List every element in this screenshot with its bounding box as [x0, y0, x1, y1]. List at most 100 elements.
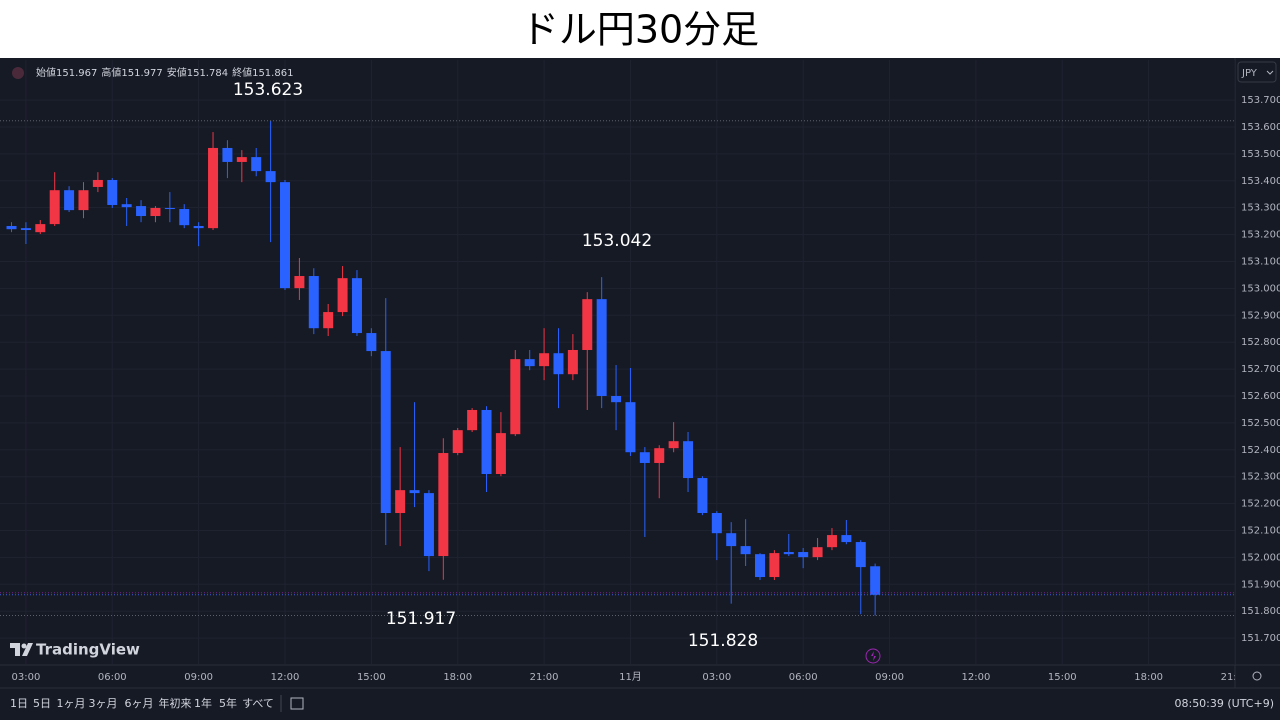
y-tick-label: 152.000	[1241, 552, 1280, 563]
currency-select[interactable]	[1237, 61, 1277, 83]
price-annotation: 153.623	[233, 80, 303, 100]
candle-body	[193, 225, 204, 229]
candle-body	[20, 228, 31, 231]
range-button[interactable]: 5日	[33, 697, 51, 710]
candle-body	[467, 409, 478, 431]
ohlc-value: 151.784	[187, 68, 228, 79]
candle-body	[683, 441, 694, 479]
candle-body	[625, 402, 636, 453]
candle-body	[92, 179, 103, 187]
x-tick-label: 18:00	[443, 672, 472, 683]
candle-body	[870, 566, 881, 595]
candle-body	[222, 147, 233, 162]
range-button[interactable]: 1年	[194, 696, 212, 710]
range-button[interactable]: 1日	[10, 697, 28, 710]
candle-body	[164, 207, 175, 210]
candle-body	[452, 430, 463, 454]
range-button[interactable]: 6ヶ月	[125, 697, 154, 710]
y-tick-label: 153.400	[1241, 176, 1280, 187]
x-tick-label: 09:00	[875, 672, 904, 683]
y-tick-label: 152.300	[1241, 472, 1280, 483]
y-tick-label: 152.800	[1241, 337, 1280, 348]
x-tick-label: 18:00	[1134, 672, 1163, 683]
candle-body	[294, 276, 305, 289]
candle-body	[78, 190, 89, 211]
chart-background	[0, 58, 1280, 720]
candle-body	[351, 278, 362, 334]
x-tick-label: 09:00	[184, 672, 213, 683]
price-annotation: 153.042	[582, 231, 652, 251]
range-button[interactable]: 3ヶ月	[89, 697, 118, 710]
y-tick-label: 152.500	[1241, 418, 1280, 429]
x-tick-label: 12:00	[271, 672, 300, 683]
ohlc-label: 高値	[101, 66, 121, 79]
candle-body	[366, 333, 377, 352]
candle-body	[150, 207, 161, 217]
currency-label[interactable]: JPY	[1241, 68, 1258, 79]
candle-body	[395, 490, 406, 514]
candle-body	[755, 554, 765, 578]
settings-icon[interactable]	[1252, 671, 1262, 681]
x-tick-label: 03:00	[11, 672, 40, 683]
candle-body	[265, 171, 276, 183]
candle-body	[841, 535, 852, 543]
candle-body	[855, 542, 866, 568]
ohlc-value: 151.967	[56, 68, 97, 79]
candle-body	[236, 157, 247, 162]
x-tick-label: 12:00	[961, 672, 990, 683]
y-tick-label: 151.900	[1241, 579, 1280, 590]
event-icon[interactable]	[865, 648, 881, 664]
x-tick-label: 03:00	[702, 672, 731, 683]
candle-body	[697, 478, 708, 514]
candle-body	[495, 433, 506, 475]
dropdown-arrow	[1266, 70, 1274, 75]
candle-body	[654, 448, 665, 463]
candle-body	[35, 224, 46, 233]
candle-body	[49, 190, 60, 225]
range-button[interactable]: すべて	[242, 697, 274, 710]
y-tick-label: 151.800	[1241, 606, 1280, 617]
candle-body	[812, 547, 823, 558]
chart-title: ドル円30分足	[521, 8, 759, 52]
range-button[interactable]: 年初来	[159, 696, 192, 710]
brand-logo-dot	[21, 643, 27, 649]
y-tick-label: 152.400	[1241, 445, 1280, 456]
x-tick-label: 11月	[619, 671, 642, 683]
ui: JPY TradingView 08:50:39 (UTC+9) 151.700…	[10, 61, 1280, 712]
symbol-icon[interactable]	[12, 67, 24, 79]
y-tick-label: 152.200	[1241, 499, 1280, 510]
x-tick-label: 21:00	[1221, 672, 1250, 683]
candle-body	[107, 179, 118, 205]
ohlc-value: 151.861	[252, 68, 293, 79]
candle-body	[323, 312, 334, 329]
candle-body	[783, 552, 794, 555]
ohlc-header: 始値151.967 高値151.977 安値151.784 終値151.861	[36, 66, 293, 79]
candle-body	[582, 299, 593, 350]
ohlc-label: 終値	[232, 66, 252, 79]
candle-body	[423, 493, 434, 557]
calendar-icon[interactable]	[290, 697, 304, 710]
candle-body	[639, 452, 650, 463]
y-tick-label: 153.000	[1241, 283, 1280, 294]
brand-logo	[10, 643, 33, 656]
brand-name: TradingView	[36, 641, 140, 659]
candle-body	[539, 353, 550, 367]
candle-body	[826, 535, 837, 548]
candle-body	[308, 276, 319, 329]
y-tick-label: 151.700	[1241, 633, 1280, 644]
candle-body	[121, 204, 132, 208]
candle-body	[251, 157, 262, 172]
candle-body	[524, 359, 535, 367]
candle-body	[481, 409, 492, 475]
plot: 03:00 06:00 09:00 12:00 15:00 18:00 21:00 11月 03…	[0, 120, 1250, 683]
x-tick-label: 15:00	[357, 672, 386, 683]
y-tick-label: 153.300	[1241, 203, 1280, 214]
range-button[interactable]: 5年	[219, 696, 237, 710]
candle-body	[136, 206, 147, 217]
y-tick-label: 153.600	[1241, 122, 1280, 133]
range-button[interactable]: 1ヶ月	[57, 697, 86, 710]
y-tick-label: 152.600	[1241, 391, 1280, 402]
ohlc-value: 151.977	[121, 68, 162, 79]
